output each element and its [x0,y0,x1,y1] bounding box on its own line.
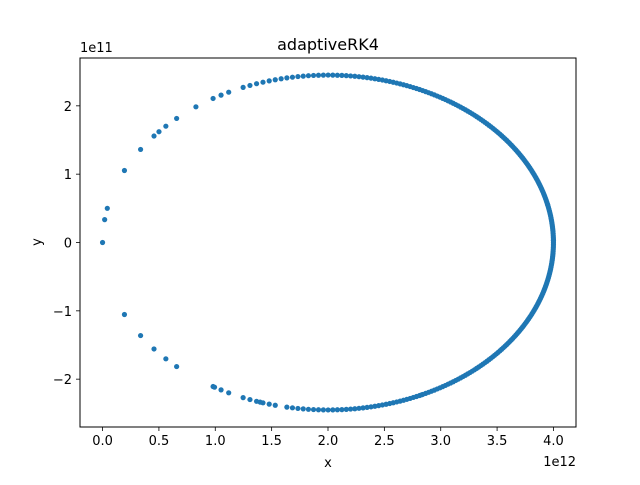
data-point [343,406,349,412]
data-point [260,79,266,85]
x-tick-label: 2.5 [374,434,395,449]
data-point [278,76,284,82]
data-point [339,72,345,78]
data-point [247,396,253,403]
data-point [356,74,362,80]
data-point [99,239,106,246]
data-point [137,332,144,339]
data-point [356,405,362,411]
data-point [163,356,169,362]
data-point [266,78,272,84]
data-point [372,403,378,409]
data-point [305,73,312,79]
data-point [284,404,290,410]
data-point [137,146,144,153]
data-point [289,74,296,80]
data-point [320,72,326,78]
data-point [257,399,263,405]
data-point [174,363,180,370]
data-point [247,82,253,89]
y-tick-label: −2 [53,373,72,388]
data-point [193,104,199,110]
data-point [218,92,224,98]
data-point [295,73,301,80]
data-point [360,405,366,411]
x-axis-label: x [324,456,332,471]
data-point [295,405,301,412]
data-point [156,129,162,135]
y-offset-label: 1e11 [80,41,113,56]
data-point [325,407,331,413]
data-point [545,202,551,208]
data-point [364,404,370,410]
data-point [253,81,260,87]
x-tick-label: 3.5 [487,434,508,449]
data-point [151,346,157,352]
data-point [300,406,306,412]
x-tick-label: 0.0 [92,434,113,449]
x-tick-label: 1.5 [261,434,282,449]
data-point [305,406,312,412]
data-point [360,74,366,80]
data-point [364,75,370,81]
data-point [550,237,557,243]
data-point [151,133,157,139]
data-point [368,404,374,410]
data-point [104,205,110,211]
data-point [210,95,216,102]
data-point [272,402,278,408]
y-axis-label: y [30,238,45,246]
y-tick-label: 2 [64,100,72,115]
x-tick-label: 2.0 [318,434,339,449]
data-point [315,72,322,78]
data-point [266,401,272,407]
data-point [121,167,128,174]
data-point [310,72,317,79]
data-point [300,73,306,79]
data-point [284,75,290,81]
data-point [121,311,128,318]
data-point [218,387,224,393]
data-point [352,73,358,79]
x-ticks: 0.0 0.5 1.0 1.5 2.0 2.5 3.0 3.5 4.0 [92,427,564,449]
data-point [368,75,374,81]
data-point [174,115,180,122]
x-tick-label: 0.5 [149,434,170,449]
data-point [330,72,336,78]
x-tick-label: 1.0 [205,434,226,449]
data-point [334,407,340,413]
y-ticks: −2 −1 0 1 2 [53,100,80,388]
data-point [310,406,317,413]
data-point [315,407,322,413]
plot-frame [79,57,577,428]
data-point [320,407,326,413]
data-point [226,390,232,396]
data-point [348,73,354,79]
x-tick-label: 4.0 [543,434,564,449]
data-point [348,406,354,412]
y-tick-label: 1 [64,168,72,183]
data-point [289,405,296,411]
data-point [352,406,358,412]
data-point [343,73,349,79]
y-tick-label: −1 [53,305,72,320]
y-tick-label: 0 [64,237,72,252]
data-point [330,407,336,413]
data-points [99,72,557,413]
data-point [240,395,246,401]
data-point [325,72,331,78]
x-tick-label: 3.0 [430,434,451,449]
data-point [226,89,232,95]
chart-title: adaptiveRK4 [277,35,379,54]
data-point [272,77,278,83]
x-offset-label: 1e12 [543,455,576,470]
data-point [210,383,216,390]
data-point [240,84,246,90]
data-point [339,407,345,413]
data-point [102,217,108,223]
data-point [163,123,169,129]
data-point [334,72,340,78]
